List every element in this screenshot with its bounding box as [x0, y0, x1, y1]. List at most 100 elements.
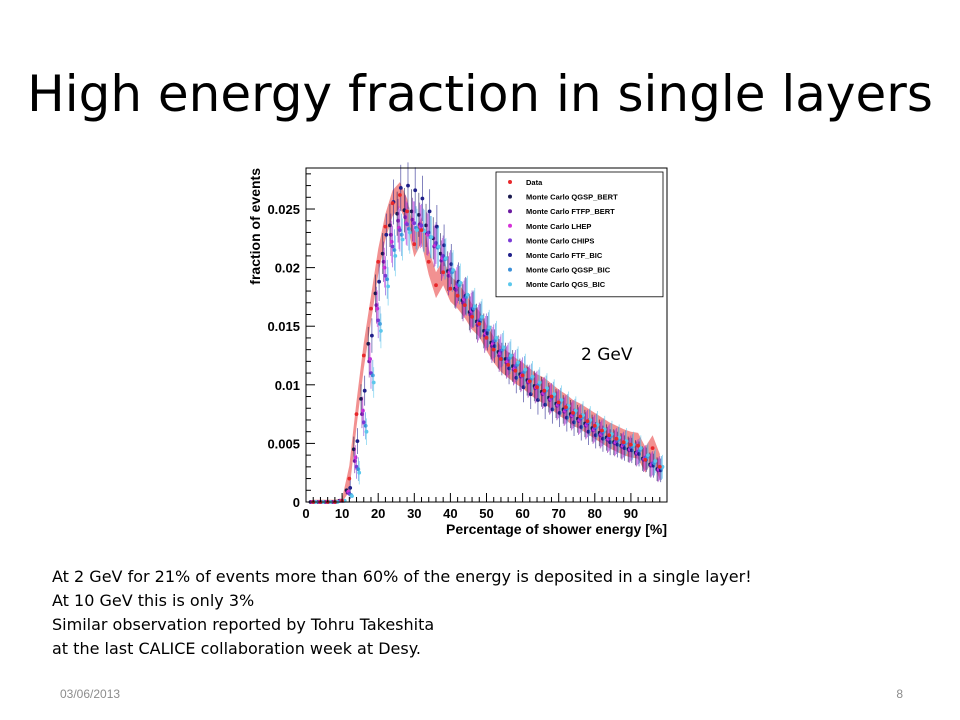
- point-monte-carlo-ftfp-bert: [381, 259, 386, 264]
- legend-marker: [508, 194, 512, 199]
- y-tick-label: 0: [293, 495, 300, 510]
- point-monte-carlo-qgs-bic: [559, 398, 564, 402]
- x-tick-label: 30: [407, 506, 421, 521]
- point-monte-carlo-qgs-bic: [573, 408, 578, 413]
- point-monte-carlo-ftf-bic: [384, 232, 389, 237]
- point-monte-carlo-qgsp-bert: [380, 251, 385, 256]
- point-monte-carlo-ftfp-bert: [446, 273, 451, 278]
- point-monte-carlo-qgs-bic: [472, 304, 477, 309]
- point-data: [484, 336, 489, 340]
- point-monte-carlo-qgs-bic: [350, 494, 354, 498]
- legend-marker: [508, 253, 512, 257]
- point-monte-carlo-qgsp-bic: [363, 423, 368, 428]
- point-data: [398, 193, 402, 197]
- point-monte-carlo-ftfp-bert: [410, 217, 415, 222]
- legend: Data Monte Carlo QGSP_BERT Monte Carlo FTF…: [495, 171, 664, 298]
- point-monte-carlo-ftf-bic: [579, 425, 584, 429]
- legend-marker: [508, 209, 512, 214]
- page-number: 8: [896, 687, 903, 701]
- point-monte-carlo-ftf-bic: [637, 452, 641, 456]
- point-data: [354, 412, 359, 416]
- x-tick-label: 50: [479, 506, 493, 521]
- point-monte-carlo-qgsp-bic: [407, 227, 411, 231]
- point-monte-carlo-ftf-bic: [427, 209, 432, 214]
- energy-fraction-chart: 0 10 20 30 40 50 60 70 80 90 0 0.005 0.01 0.015 0.02 0.…: [240, 150, 680, 540]
- notes-block: At 2 GeV for 21% of events more than 60%…: [52, 565, 932, 661]
- point-monte-carlo-lhep: [368, 357, 372, 361]
- point-data: [527, 379, 532, 384]
- point-data: [419, 228, 424, 232]
- point-monte-carlo-qgsp-bic: [399, 232, 404, 237]
- point-data: [455, 293, 460, 298]
- point-data: [376, 259, 381, 264]
- point-monte-carlo-qgs-bic: [523, 367, 528, 372]
- point-monte-carlo-ftf-bic: [413, 188, 418, 193]
- point-monte-carlo-lhep: [375, 306, 380, 311]
- legend-entry: Monte Carlo FTF_BIC: [526, 251, 603, 260]
- point-monte-carlo-qgs-bic: [436, 244, 441, 249]
- point-data: [506, 363, 511, 367]
- point-data: [390, 201, 395, 206]
- point-monte-carlo-qgs-bic: [407, 230, 412, 235]
- x-tick-label: 40: [443, 506, 457, 521]
- point-data: [535, 385, 539, 390]
- point-monte-carlo-qgsp-bic: [378, 322, 382, 326]
- point-monte-carlo-qgs-bic: [487, 325, 492, 330]
- legend-marker: [508, 238, 512, 243]
- chart-svg: 0 10 20 30 40 50 60 70 80 90 0 0.005 0.01 0.015 0.02 0.…: [247, 162, 668, 537]
- point-monte-carlo-ftf-bic: [550, 407, 555, 412]
- point-monte-carlo-ftf-bic: [528, 392, 533, 397]
- point-monte-carlo-qgs-bic: [386, 284, 390, 289]
- point-data: [470, 314, 474, 319]
- x-tick-label: 10: [335, 506, 349, 521]
- point-data: [441, 270, 446, 275]
- y-tick-label: 0.02: [275, 261, 300, 276]
- point-monte-carlo-ftf-bic: [492, 344, 497, 348]
- point-monte-carlo-chips: [361, 420, 366, 425]
- point-data: [657, 464, 662, 469]
- point-data: [578, 414, 583, 419]
- point-data: [621, 440, 626, 445]
- point-monte-carlo-ftf-bic: [629, 448, 634, 453]
- point-monte-carlo-chips: [383, 273, 388, 278]
- x-tick-label: 20: [371, 506, 385, 521]
- point-monte-carlo-ftf-bic: [362, 388, 367, 393]
- point-monte-carlo-chips: [398, 228, 402, 232]
- point-monte-carlo-qgs-bic: [465, 292, 470, 297]
- x-axis-label: Percentage of shower energy [%]: [446, 521, 667, 537]
- point-monte-carlo-qgs-bic: [501, 345, 506, 350]
- point-monte-carlo-qgs-bic: [653, 459, 658, 463]
- point-data: [614, 436, 619, 441]
- beam-energy-label: 2 GeV: [581, 345, 633, 365]
- point-monte-carlo-ftf-bic: [370, 333, 374, 338]
- x-tick-label: 80: [588, 506, 602, 521]
- point-monte-carlo-qgs-bic: [480, 314, 484, 319]
- point-monte-carlo-ftf-bic: [406, 183, 410, 188]
- point-monte-carlo-ftf-bic: [348, 486, 353, 490]
- y-axis-label: fraction of events: [247, 168, 263, 285]
- point-monte-carlo-ftf-bic: [485, 331, 490, 336]
- data-points-layer: [308, 162, 665, 504]
- point-monte-carlo-qgs-bic: [429, 235, 434, 239]
- note-line: At 10 GeV this is only 3%: [52, 591, 255, 610]
- point-monte-carlo-qgsp-bert: [359, 397, 363, 401]
- point-monte-carlo-ftf-bic: [514, 375, 519, 380]
- legend-entry: Monte Carlo CHIPS: [526, 236, 594, 245]
- point-monte-carlo-qgs-bic: [458, 280, 463, 285]
- point-data: [434, 283, 438, 288]
- point-monte-carlo-qgsp-bert: [366, 341, 371, 346]
- point-monte-carlo-ftf-bic: [355, 439, 360, 443]
- legend-marker: [508, 223, 512, 228]
- point-data: [592, 423, 597, 428]
- point-monte-carlo-qgs-bic: [371, 380, 376, 385]
- point-data: [477, 322, 482, 326]
- point-data: [600, 428, 604, 433]
- point-monte-carlo-ftfp-bert: [403, 215, 408, 220]
- point-monte-carlo-ftf-bic: [615, 442, 620, 447]
- point-monte-carlo-qgs-bic: [364, 429, 369, 434]
- point-monte-carlo-qgs-bic: [646, 453, 650, 457]
- legend-marker: [508, 180, 512, 184]
- point-monte-carlo-qgsp-bic: [370, 373, 375, 378]
- point-monte-carlo-qgsp-bert: [416, 213, 421, 217]
- point-monte-carlo-ftf-bic: [442, 243, 446, 248]
